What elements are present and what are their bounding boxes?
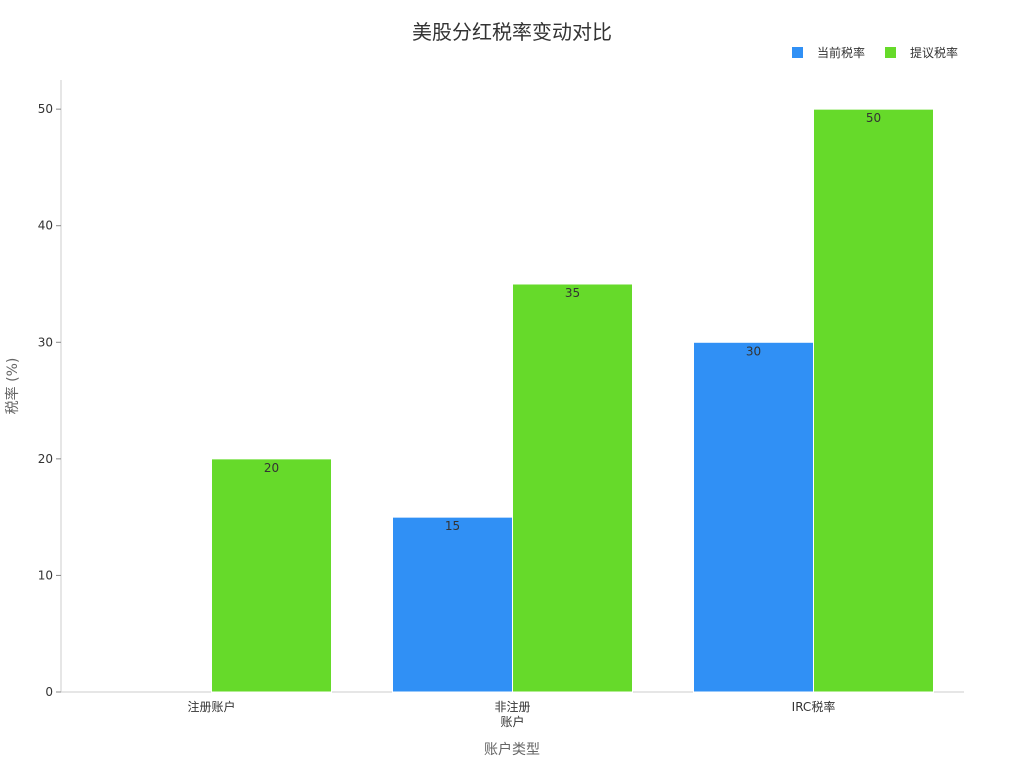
legend-swatch-proposed [885,47,896,58]
legend-label-proposed: 提议税率 [910,45,958,60]
legend-swatch-current [792,47,803,58]
y-tick-label: 40 [38,219,53,233]
bar-proposed [813,108,934,693]
y-axis-title: 税率 (%) [4,358,21,415]
x-tick-label: IRC税率 [792,699,836,714]
bar-value-label: 15 [445,519,460,533]
bar-proposed [211,458,332,693]
y-tick-label: 0 [45,685,53,699]
y-tick-label: 20 [38,452,53,466]
bar-value-label: 35 [565,286,580,300]
x-axis-title: 账户类型 [484,741,540,758]
y-tick-label: 30 [38,335,53,349]
x-tick-label: 注册账户 [187,699,235,714]
bar-value-label: 50 [866,111,881,125]
plot-area: 0 10 20 30 40 50 20 注册账户 15 35 非注册账户 30 50 IRC税率 [38,80,964,729]
y-tick-label: 10 [38,568,53,582]
legend-label-current: 当前税率 [817,45,865,60]
legend: 当前税率 提议税率 [792,45,958,60]
y-tick-label: 50 [38,102,53,116]
bar-current [693,341,814,693]
x-tick-label: 非注册账户 [494,699,530,729]
chart-title: 美股分红税率变动对比 [412,20,612,44]
bar-value-label: 30 [746,344,761,358]
bar-value-label: 20 [264,461,279,475]
bar-current [392,516,513,693]
bar-proposed [512,283,633,693]
